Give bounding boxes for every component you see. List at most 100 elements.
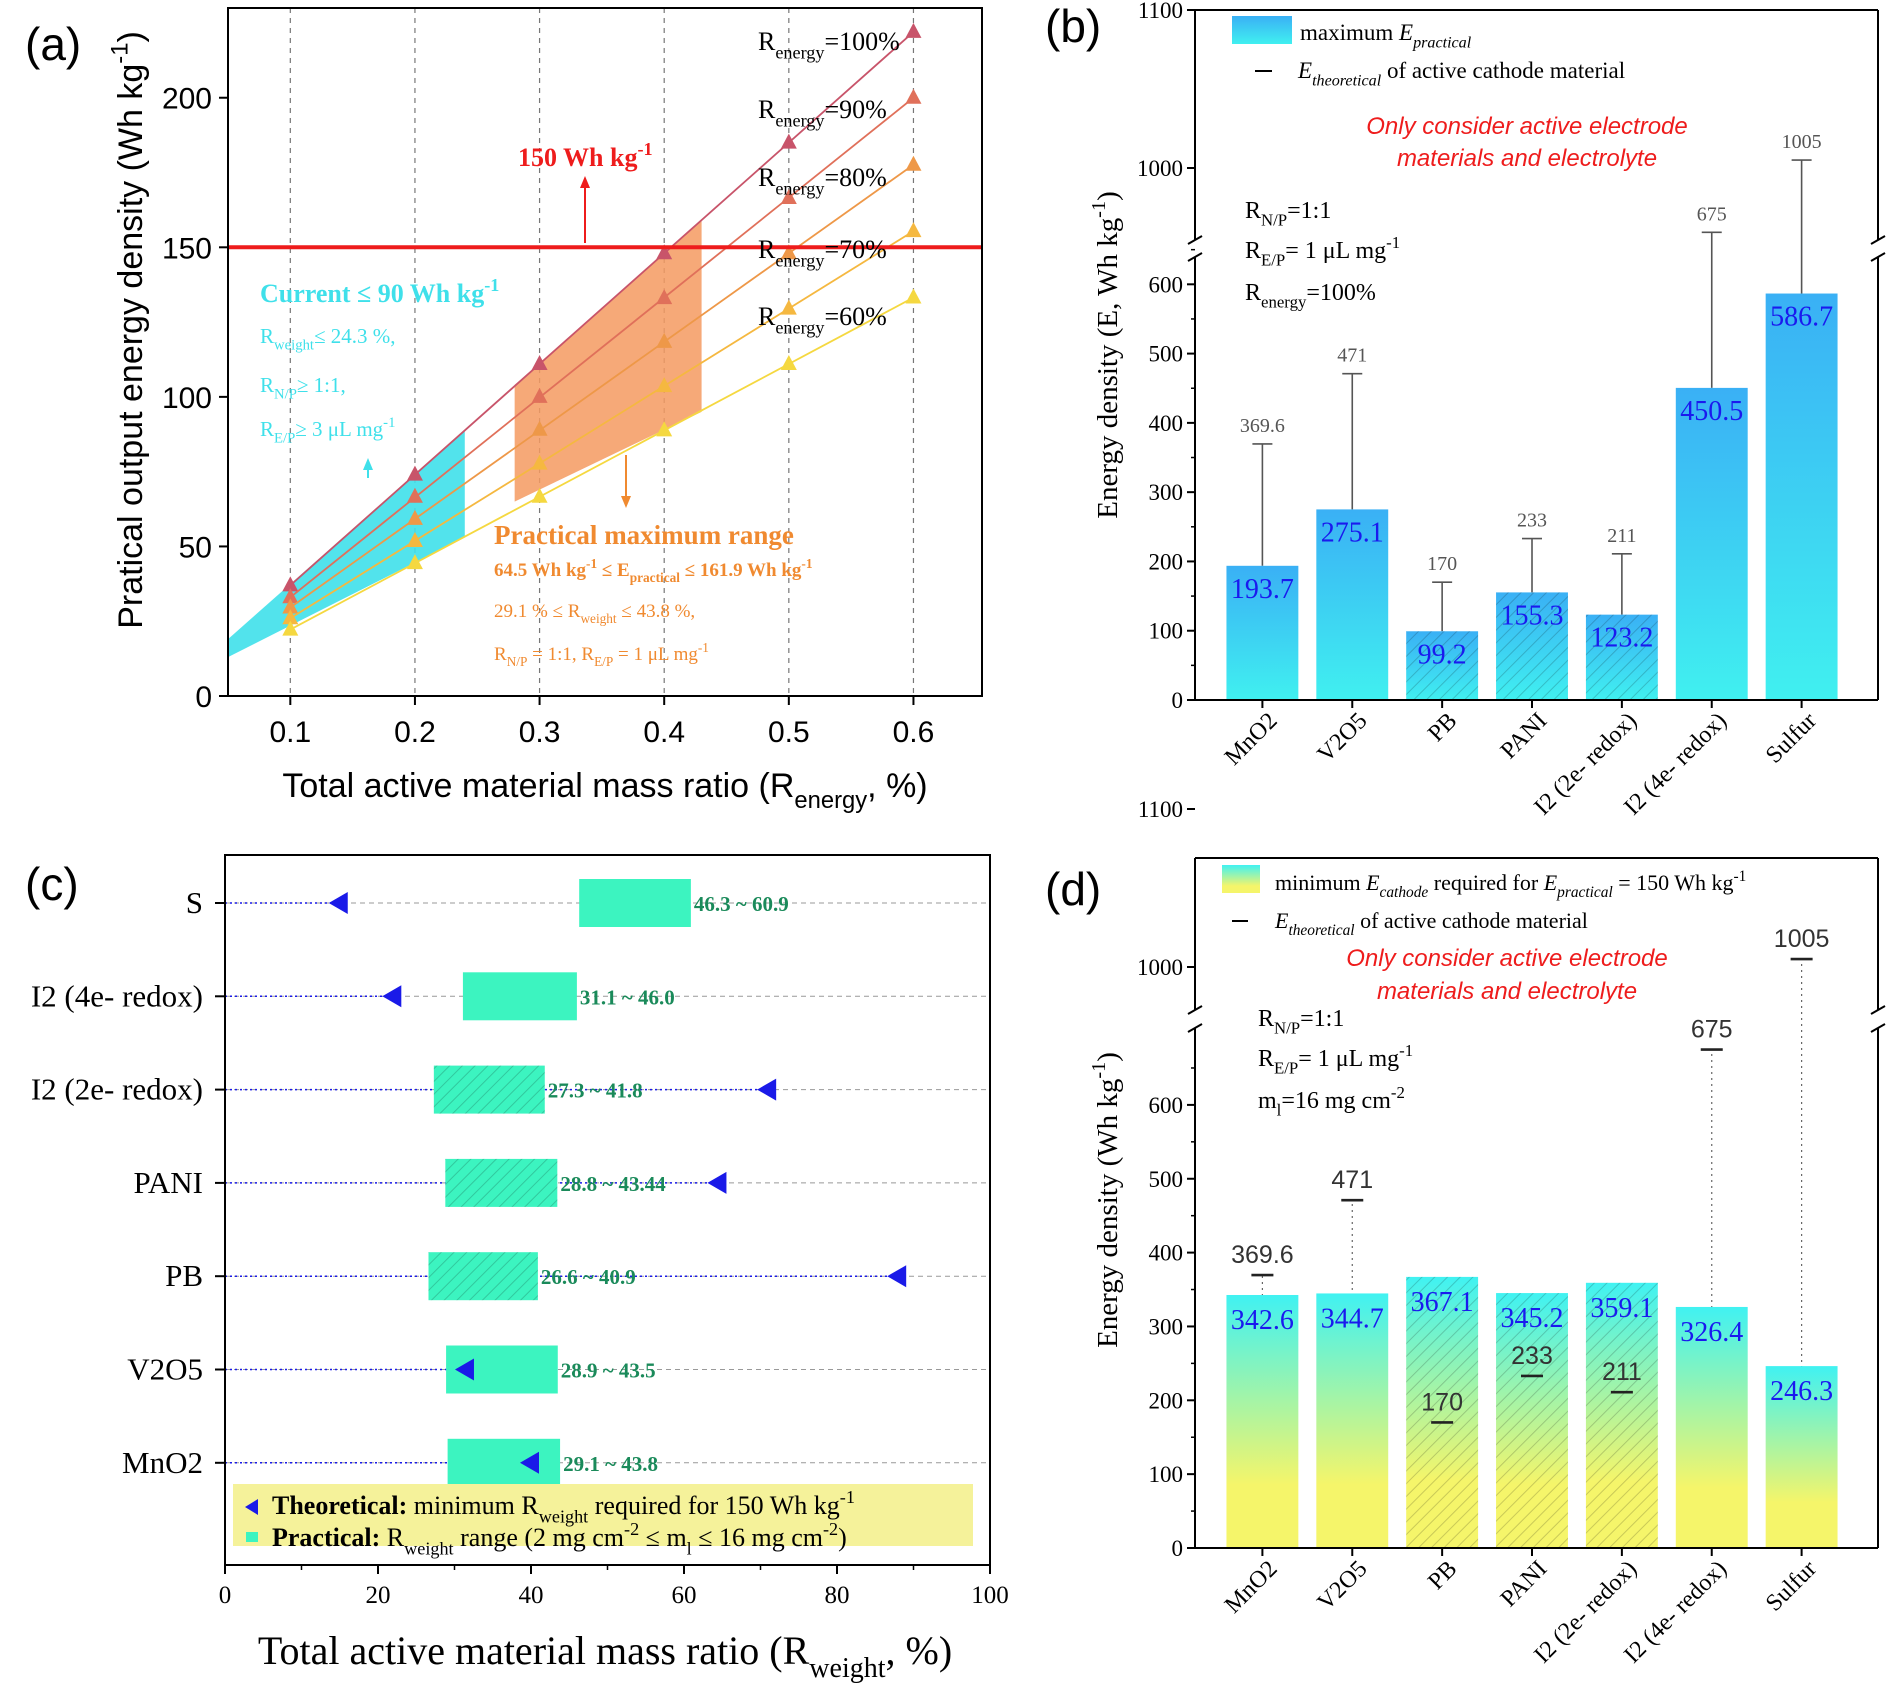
legend-entry: Theoretical: minimum Rweight required fo… [272, 1487, 855, 1526]
x-tick-label: V2O5 [1313, 708, 1373, 768]
theoretical-label: 170 [1427, 553, 1457, 575]
current-region [228, 429, 465, 658]
series-label: Renergy=90% [758, 95, 887, 130]
theoretical-label: 675 [1691, 1016, 1733, 1044]
break-mark [1870, 235, 1886, 245]
practical-title: Practical maximum range [494, 520, 794, 550]
data-point [531, 420, 548, 436]
break-mark [1870, 252, 1886, 262]
y-tick-label: 1000 [1137, 156, 1183, 181]
y-tick-label: 0 [1172, 1536, 1184, 1561]
data-point [531, 487, 548, 503]
y-tick-label: 600 [1149, 1093, 1184, 1118]
value-label: 99.2 [1418, 639, 1467, 670]
series-line [289, 230, 914, 619]
current-line: RN/P≥ 1:1, [260, 373, 346, 403]
x-tick-label: PB [1423, 708, 1462, 747]
panel-b-letter: (b) [1045, 0, 1101, 52]
category-label: I2 (4e- redox) [31, 978, 203, 1013]
y-tick-label: 1100 [1138, 797, 1183, 822]
y-tick-label: 600 [1149, 272, 1184, 297]
value-label: 359.1 [1590, 1293, 1653, 1324]
legend-marker [245, 1499, 258, 1515]
break-mark [1187, 1005, 1203, 1015]
range-bar [447, 1438, 561, 1487]
value-label: 326.4 [1680, 1317, 1743, 1348]
theoretical-marker [887, 1265, 907, 1288]
panel-a-series [228, 22, 982, 636]
panel-d-plot: 369.6 471 170 233 211 675 1005 342.6 344.7 367.1 3… [1088, 797, 1886, 1668]
data-point [656, 289, 673, 305]
bar-hatch [1406, 1276, 1479, 1548]
x-tick-label: MnO2 [1220, 1556, 1283, 1619]
data-point [656, 377, 673, 393]
x-tick-label: PANI [1496, 708, 1552, 764]
data-point [406, 532, 423, 548]
practical-region [514, 220, 702, 502]
y-tick-label: 1000 [1137, 955, 1183, 980]
theoretical-marker [328, 892, 348, 914]
bar [1316, 509, 1389, 700]
panel-b-plot: 369.6 471 170 233 211 675 1005 193.7 275.1 99.2 15… [1088, 0, 1886, 820]
x-tick-label: MnO2 [1220, 708, 1283, 771]
category-label: MnO2 [122, 1445, 203, 1480]
data-point [905, 88, 922, 104]
bar-hatch [1585, 1282, 1658, 1548]
y-tick-label: 500 [1149, 342, 1184, 367]
note-line: Only consider active electrode [1366, 113, 1688, 140]
data-point [282, 576, 299, 592]
range-bar-hatch [433, 1065, 545, 1114]
y-tick-label: 500 [1149, 1167, 1184, 1192]
x-tick-label: 0.6 [893, 716, 935, 749]
param-line: ml=16 mg cm-2 [1258, 1083, 1405, 1120]
data-point [905, 155, 922, 171]
bar [1675, 387, 1748, 700]
practical-line: RN/P = 1:1, RE/P = 1 μL mg-1 [494, 640, 709, 669]
category-label: I2 (2e- redox) [31, 1072, 203, 1107]
value-label: 342.6 [1231, 1305, 1294, 1336]
range-label: 26.6 ~ 40.9 [541, 1265, 636, 1289]
y-tick-label: 100 [162, 382, 212, 415]
x-tick-label: Sulfur [1761, 708, 1822, 769]
x-tick-label: PB [1423, 1556, 1462, 1595]
x-tick-label: 20 [366, 1582, 391, 1609]
data-point [905, 288, 922, 304]
theoretical-label: 170 [1421, 1388, 1463, 1416]
note-line: Only consider active electrode [1346, 945, 1668, 972]
y-tick-label: 100 [1149, 619, 1184, 644]
legend-box [233, 1484, 973, 1546]
panel-c: (c) 46.3 ~ 60.9 S 31.1 ~ 46.0 I2 (4e- redox… [25, 854, 1009, 1684]
bar [1765, 293, 1838, 700]
practical-arrowhead [621, 496, 631, 508]
bar [1765, 1366, 1838, 1548]
value-label: 246.3 [1770, 1376, 1833, 1407]
theoretical-marker [454, 1358, 474, 1381]
panel-d-letter: (d) [1045, 863, 1101, 915]
y-tick-label: 300 [1149, 480, 1184, 505]
range-bar [579, 879, 691, 927]
data-point [282, 588, 299, 604]
value-label: 450.5 [1680, 396, 1743, 427]
param-line: RN/P=1:1 [1258, 1006, 1344, 1038]
data-point [406, 487, 423, 503]
data-point [282, 609, 299, 625]
x-tick-label: 0.1 [269, 716, 311, 749]
panel-a-annotations: Renergy=100% Renergy=90% Renergy=80% Renerg… [260, 27, 900, 669]
y-tick-label: 200 [1149, 549, 1184, 574]
data-point [780, 188, 797, 204]
x-tick-label: PANI [1496, 1556, 1552, 1612]
data-point [531, 387, 548, 403]
theoretical-label: 1005 [1774, 925, 1830, 953]
x-tick-label: 100 [971, 1582, 1009, 1609]
param-line: Renergy=100% [1245, 280, 1376, 312]
bar-hatch [1406, 631, 1479, 700]
data-point [406, 465, 423, 481]
theoretical-marker [757, 1078, 777, 1101]
theoretical-label: 675 [1697, 203, 1727, 225]
series-line [289, 296, 914, 631]
range-label: 28.9 ~ 43.5 [561, 1359, 656, 1383]
value-label: 344.7 [1321, 1303, 1384, 1334]
y-tick-label: 150 [162, 232, 212, 265]
theoretical-label: 211 [1602, 1358, 1642, 1386]
bar-hatch [1585, 614, 1658, 700]
